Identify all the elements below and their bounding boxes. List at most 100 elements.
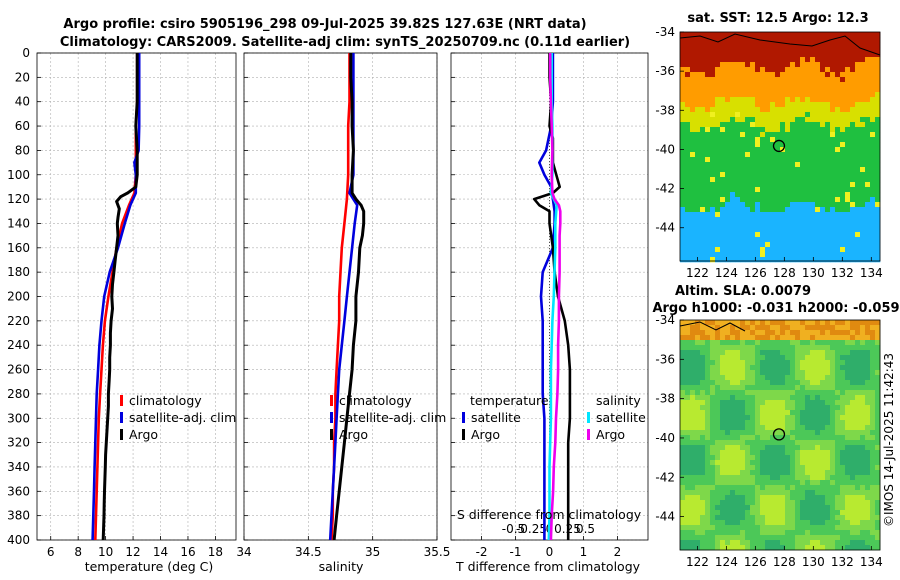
map-cell [815,67,821,73]
map-cell [685,510,691,516]
map-cell [855,475,861,481]
map-cell [785,257,791,263]
map-cell [705,465,711,471]
map-cell [815,97,821,103]
map-cell [800,330,806,336]
map-cell [865,430,871,436]
map-cell [720,480,726,486]
legend-swatch [330,412,333,423]
map-cell [690,505,696,511]
argo-position-marker [772,428,786,441]
map-cell [695,385,701,391]
map-cell [730,495,736,501]
map-cell [850,252,856,258]
map-cell [790,380,796,386]
map-cell [750,222,756,228]
map-cell [760,177,766,183]
map-cell [755,455,761,461]
map-cell [735,152,741,158]
map-cell [745,127,751,133]
map-cell [855,127,861,133]
map-cell [760,222,766,228]
map-cell [680,217,686,223]
map-cell [855,222,861,228]
map-cell [805,227,811,233]
map-cell [835,495,841,501]
map-cell [745,77,751,83]
map-cell [780,330,786,336]
map-cell [855,242,861,248]
map-cell [840,132,846,138]
map-cell [735,420,741,426]
map-cell [845,207,851,213]
map-cell [775,47,781,53]
map-cell [750,455,756,461]
map-cell [745,232,751,238]
map-cell [835,227,841,233]
map-cell [780,530,786,536]
map-cell [790,117,796,123]
map-cell [770,380,776,386]
map-cell [750,112,756,118]
map-cell [700,375,706,381]
map-cell [685,355,691,361]
map-cell [720,450,726,456]
map-cell [725,475,731,481]
map-cell [755,202,761,208]
map-cell [795,545,801,551]
map-cell [705,162,711,168]
map-cell [740,500,746,506]
map-cell [685,415,691,421]
map-cell [795,535,801,541]
map-cell [805,132,811,138]
map-cell [825,192,831,198]
map-cell [680,197,686,203]
map-cell [720,92,726,98]
map-cell [700,500,706,506]
map-cell [770,370,776,376]
map-cell [855,102,861,108]
map-cell [700,217,706,223]
map-cell [850,107,856,113]
map-cell [695,32,701,38]
map-cell [860,202,866,208]
map-cell [715,122,721,128]
map-cell [730,465,736,471]
map-cell [710,47,716,53]
map-cell [845,495,851,501]
map-cell [765,450,771,456]
map-cell [850,365,856,371]
map-cell [870,97,876,103]
map-cell [695,500,701,506]
map-cell [815,182,821,188]
map-cell [730,540,736,546]
legend-swatch [330,429,333,440]
map-cell [800,540,806,546]
map-cell [745,157,751,163]
map-cell [715,340,721,346]
map-cell [790,445,796,451]
map-cell [875,207,881,213]
map-cell [765,192,771,198]
map-cell [720,535,726,541]
map-cell [725,520,731,526]
map-cell [685,77,691,83]
map-cell [820,330,826,336]
map-cell [785,217,791,223]
map-cell [735,207,741,213]
map-cell [770,420,776,426]
map-cell [865,455,871,461]
map-cell [845,365,851,371]
map-cell [865,87,871,93]
map-cell [710,400,716,406]
map-cell [775,77,781,83]
map-cell [770,132,776,138]
map-cell [840,202,846,208]
map-cell [810,77,816,83]
map-cell [715,525,721,531]
map-cell [855,430,861,436]
map-cell [810,470,816,476]
map-cell [875,490,881,496]
map-cell [750,370,756,376]
map-cell [690,470,696,476]
